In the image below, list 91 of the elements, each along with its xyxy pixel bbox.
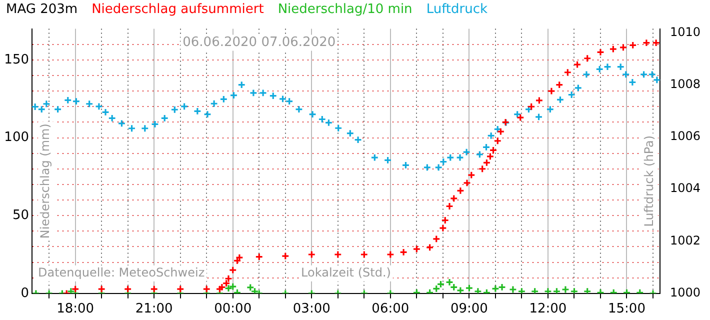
x-tick-label: 06:00 [372, 302, 410, 317]
y-tick-label: 100 [4, 130, 29, 146]
text: Niederschlag/10 min [278, 2, 412, 17]
y2-tick-label: 1006 [670, 129, 701, 144]
x-tick-label: 15:00 [608, 302, 646, 317]
point [334, 250, 342, 258]
point [222, 279, 230, 288]
point [224, 274, 232, 283]
point [441, 216, 450, 224]
text: Luftdruck [426, 2, 488, 17]
point [486, 152, 494, 160]
point [400, 248, 408, 256]
x-tick-label: 18:00 [56, 302, 94, 317]
point [555, 80, 564, 89]
point [494, 136, 502, 145]
point [150, 285, 158, 294]
point [530, 287, 539, 294]
point [527, 102, 536, 111]
point [176, 285, 184, 294]
y-tick-label: 150 [4, 52, 29, 68]
point [609, 45, 618, 54]
y2-tick-label: 1004 [670, 181, 701, 196]
point [233, 256, 242, 265]
point [202, 285, 211, 294]
point [583, 54, 592, 62]
x-tick-label: 09:00 [450, 302, 488, 317]
x-axis-title: Lokalzeit (Std.) [301, 266, 391, 280]
point [308, 250, 316, 258]
annotation: Datenquelle: MeteoSchweiz [38, 266, 205, 280]
point [446, 202, 454, 210]
point [218, 283, 226, 292]
point [570, 287, 578, 294]
x-tick-label: 00:00 [214, 302, 252, 317]
point [436, 280, 445, 288]
point [281, 252, 290, 260]
y2-tick-label: 1008 [670, 76, 701, 91]
point [224, 284, 232, 292]
point [652, 38, 660, 47]
point [98, 285, 106, 294]
x-tick-label: 21:00 [135, 302, 173, 317]
point [508, 286, 517, 294]
y-tick-label: 0 [20, 286, 29, 301]
x-tick-label: 03:00 [292, 302, 330, 317]
point [465, 284, 474, 292]
point [596, 48, 604, 56]
y2-tick-label: 1000 [670, 286, 701, 300]
y2-tick-label: 1002 [670, 233, 701, 248]
point [544, 287, 552, 294]
point [642, 38, 650, 47]
point [467, 171, 476, 180]
point [516, 114, 524, 122]
point [535, 96, 544, 104]
point [216, 285, 224, 294]
point [478, 164, 486, 173]
point [518, 287, 526, 294]
point [498, 283, 506, 292]
annotation: 06.06.2020 07.06.2020 [182, 35, 336, 50]
point [619, 43, 628, 52]
chart-title: MAG 203m [6, 2, 78, 17]
point [489, 146, 498, 154]
point [456, 186, 464, 195]
point [426, 243, 434, 252]
point [450, 194, 458, 202]
text: Niederschlag aufsummiert [92, 2, 264, 17]
y-axis-title: Niederschlag (mm) [38, 124, 52, 239]
point [432, 284, 440, 293]
point [228, 266, 237, 274]
y2-tick-label: 1010 [670, 24, 701, 39]
x-tick-label: 12:00 [529, 302, 567, 317]
point [235, 254, 244, 262]
point [124, 285, 132, 294]
point [432, 234, 440, 243]
point [552, 287, 561, 294]
point [628, 41, 637, 50]
y-tick-label: 50 [12, 208, 29, 223]
y2-axis-title: Luftdruck (hPa) [642, 135, 656, 227]
point [255, 252, 264, 261]
point [412, 245, 421, 254]
point [360, 250, 368, 258]
point [474, 287, 482, 294]
point [564, 68, 572, 76]
point [583, 287, 592, 294]
point [438, 224, 447, 232]
point [491, 284, 500, 293]
point [547, 87, 556, 96]
point [573, 60, 582, 69]
point [496, 128, 505, 136]
point [386, 250, 394, 258]
point [463, 178, 472, 187]
point [561, 286, 570, 294]
point [482, 158, 491, 167]
